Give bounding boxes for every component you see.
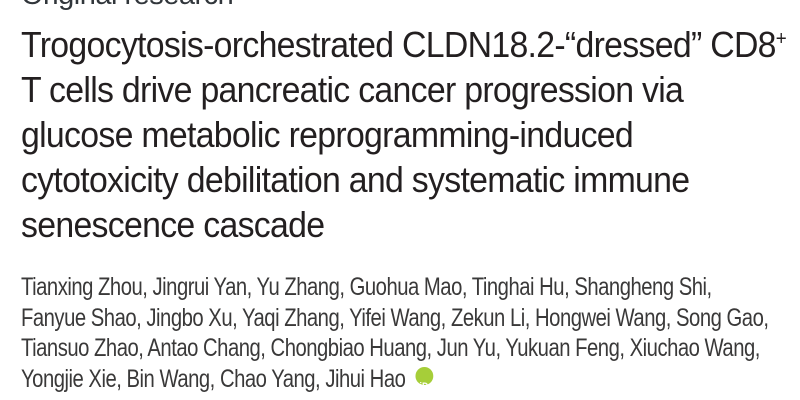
- author-line-4-text: Yongjie Xie, Bin Wang, Chao Yang, Jihui …: [21, 364, 406, 393]
- title-line-1: Trogocytosis-orchestrated CLDN18.2-“dres…: [21, 22, 800, 67]
- orcid-icon-label: iD: [419, 380, 429, 393]
- author-line-3: Tiansuo Zhao, Antao Chang, Chongbiao Hua…: [21, 334, 760, 362]
- title-line-4: cytotoxicity debilitation and systematic…: [21, 159, 690, 200]
- section-kicker: Original research: [21, 0, 234, 10]
- title-line-3: glucose metabolic reprogramming-induced: [21, 114, 634, 155]
- title-line-5: senescence cascade: [21, 204, 325, 245]
- author-line-2: Fanyue Shao, Jingbo Xu, Yaqi Zhang, Yife…: [21, 303, 769, 332]
- orcid-icon[interactable]: iD: [415, 366, 433, 393]
- title-line-1-text: Trogocytosis-orchestrated CLDN18.2-“dres…: [21, 24, 776, 65]
- title-line-2: T cells drive pancreatic cancer progress…: [21, 69, 684, 110]
- title-superscript: +: [775, 28, 787, 50]
- author-line-1: Tianxing Zhou, Jingrui Yan, Yu Zhang, Gu…: [21, 273, 712, 301]
- article-title: Trogocytosis-orchestrated CLDN18.2-“dres…: [21, 22, 800, 247]
- author-line-4: Yongjie Xie, Bin Wang, Chao Yang, Jihui …: [21, 364, 800, 395]
- author-list: Tianxing Zhou, Jingrui Yan, Yu Zhang, Gu…: [21, 272, 800, 394]
